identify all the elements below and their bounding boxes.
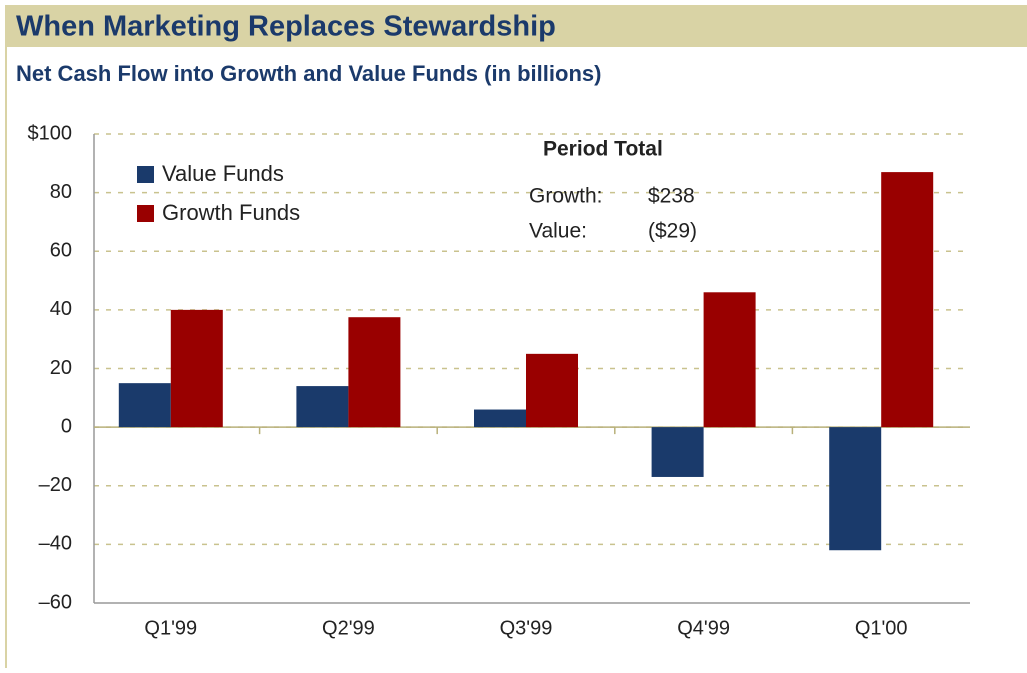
x-tick-label: Q2'99 [322,617,375,639]
y-tick-label: 0 [61,415,72,437]
y-tick-label: –40 [39,533,72,555]
chart-subtitle: Net Cash Flow into Growth and Value Fund… [16,61,601,86]
bar [474,409,526,428]
legend-label: Growth Funds [162,200,300,225]
bar [526,353,578,428]
annotation-heading: Period Total [543,138,663,161]
legend-label: Value Funds [162,161,284,186]
annotation-label: Value: [529,220,587,243]
bar [881,172,934,428]
annotation-label: Growth: [529,185,603,208]
x-tick-label: Q1'00 [855,617,908,639]
y-tick-label: $100 [28,122,73,144]
legend-swatch [137,166,154,183]
legend-swatch [137,205,154,222]
y-tick-label: –60 [39,591,72,613]
bar [118,383,171,428]
bar [170,309,223,428]
bar [703,292,756,428]
annotation-value: $238 [648,185,695,208]
chart-title: When Marketing Replaces Stewardship [16,11,556,43]
y-tick-label: 40 [50,298,72,320]
x-tick-label: Q4'99 [677,617,730,639]
bar [829,427,882,551]
annotation-value: ($29) [648,220,697,243]
bar [348,317,401,428]
y-tick-label: –20 [39,474,72,496]
y-tick-label: 80 [50,181,72,203]
bar [651,427,704,477]
x-tick-label: Q1'99 [144,617,197,639]
title-band [5,5,1027,47]
y-tick-label: 60 [50,240,72,262]
x-tick-label: Q3'99 [500,617,553,639]
y-tick-label: 20 [50,357,72,379]
bar [296,386,349,428]
